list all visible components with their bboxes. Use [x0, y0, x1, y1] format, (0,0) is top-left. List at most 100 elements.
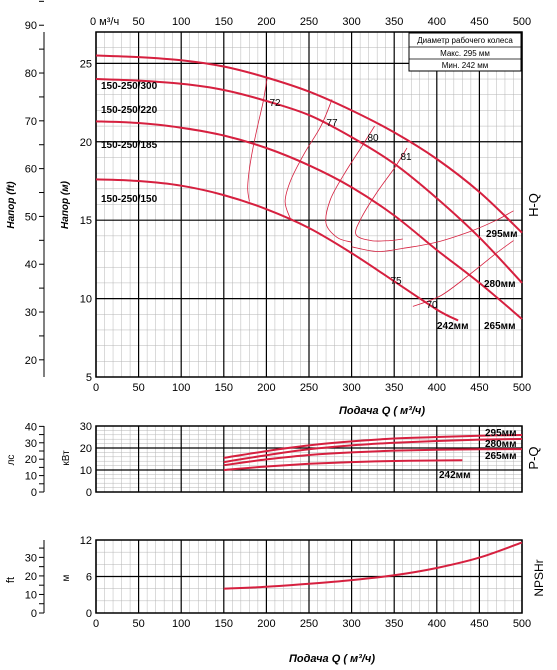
hp-axis-title: лс — [6, 455, 17, 466]
top-tick-label: 400 — [428, 16, 446, 28]
npsh-ft-tick-label: 20 — [25, 571, 37, 583]
hq-curve-295мм — [95, 54, 523, 234]
pq-y-tick-label: 10 — [80, 465, 92, 477]
npsh-ft-tick-label: 10 — [25, 589, 37, 601]
top-tick-label: 50 — [132, 16, 144, 28]
efficiency-layer — [247, 77, 514, 307]
hq-diameter-label: 242мм — [437, 321, 468, 332]
side-label-pq: P-Q — [526, 446, 541, 469]
x-axis-title: Подача Q ( м³/ч) — [339, 405, 425, 417]
pq-curve-295мм — [223, 434, 523, 459]
y-tick-label: 5 — [86, 372, 92, 384]
ft-tick-label: 80 — [25, 68, 37, 80]
diameter-max-label: Макс. 295 мм — [440, 49, 490, 58]
plot-frame — [95, 425, 523, 493]
top-axis-label: 0 м³/ч — [90, 16, 119, 28]
curve-model-label: 150-250/150 — [101, 194, 158, 205]
npsh-y-tick-label: 12 — [80, 535, 92, 547]
efficiency-curve-77 — [284, 99, 333, 219]
ft-tick-label: 20 — [25, 355, 37, 367]
top-tick-label: 200 — [257, 16, 275, 28]
efficiency-label: 75 — [390, 276, 402, 287]
diameter-min-label: Мин. 242 мм — [442, 61, 489, 70]
ft-tick-label: 90 — [25, 20, 37, 32]
x-tick-label: 100 — [172, 382, 190, 394]
curve-layer — [95, 54, 523, 590]
pq-curve-265мм — [223, 448, 523, 467]
npsh-ft-title: ft — [5, 577, 17, 583]
y-tick-label: 10 — [80, 294, 92, 306]
curve-model-label: 150-250/220 — [101, 105, 158, 116]
npsh-x-tick-label: 400 — [428, 618, 446, 630]
top-tick-label: 450 — [470, 16, 488, 28]
top-tick-label: 100 — [172, 16, 190, 28]
npsh-x-tick-label: 0 — [93, 618, 99, 630]
plot-frame — [95, 31, 523, 378]
x-tick-label: 450 — [470, 382, 488, 394]
hp-tick-label: 40 — [25, 421, 37, 433]
x-tick-label: 250 — [300, 382, 318, 394]
top-tick-label: 350 — [385, 16, 403, 28]
npsh-curve — [223, 541, 523, 590]
hq-curve-265мм — [95, 120, 523, 320]
npsh-ft-tick-label: 0 — [31, 608, 37, 620]
hq-diameter-label: 265мм — [484, 321, 515, 332]
top-tick-label: 500 — [513, 16, 531, 28]
curve-model-label: 150-250/185 — [101, 140, 158, 151]
pq-diameter-label: 295мм — [485, 428, 516, 439]
hq-curve-242мм — [95, 178, 459, 322]
npsh-x-tick-label: 350 — [385, 618, 403, 630]
ft-tick-label: 30 — [25, 307, 37, 319]
npsh-x-tick-label: 100 — [172, 618, 190, 630]
hq-diameter-label: 280мм — [484, 279, 515, 290]
ft-axis-title: Напор (ft) — [6, 181, 17, 229]
efficiency-label: 81 — [400, 152, 412, 163]
npsh-x-tick-label: 50 — [132, 618, 144, 630]
pq-curve-242мм — [223, 459, 463, 471]
side-label-npsh: NPSHr — [532, 559, 546, 596]
x-tick-label: 300 — [342, 382, 360, 394]
efficiency-curve-81 — [355, 147, 408, 242]
efficiency-label: 70 — [426, 300, 438, 311]
side-label-hq: H-Q — [526, 193, 541, 217]
npsh-x-tick-label: 150 — [215, 618, 233, 630]
x-tick-label: 400 — [428, 382, 446, 394]
pq-diameter-label: 265мм — [485, 451, 516, 462]
kw-axis-title: кВт — [61, 450, 72, 466]
efficiency-curve-80 — [325, 125, 375, 243]
npsh-x-tick-label: 200 — [257, 618, 275, 630]
hp-tick-label: 20 — [25, 454, 37, 466]
top-tick-label: 300 — [342, 16, 360, 28]
pq-curve-280мм — [223, 438, 523, 464]
curve-model-label: 150-250/300 — [101, 81, 158, 92]
top-tick-label: 250 — [300, 16, 318, 28]
ft-tick-label: 40 — [25, 259, 37, 271]
pq-y-tick-label: 0 — [86, 487, 92, 499]
npsh-x-tick-label: 450 — [470, 618, 488, 630]
efficiency-label: 80 — [367, 133, 379, 144]
ft-tick-label: 70 — [25, 116, 37, 128]
efficiency-curve-70 — [412, 240, 514, 307]
hp-tick-label: 30 — [25, 438, 37, 450]
efficiency-label: 72 — [269, 98, 281, 109]
top-tick-label: 150 — [215, 16, 233, 28]
hq-diameter-label: 295мм — [486, 229, 517, 240]
npsh-x-tick-label: 250 — [300, 618, 318, 630]
efficiency-curve-75 — [351, 210, 514, 252]
pq-diameter-label: 242мм — [439, 470, 470, 481]
y-tick-label: 25 — [80, 58, 92, 70]
x-tick-label: 150 — [215, 382, 233, 394]
npsh-y-tick-label: 6 — [86, 572, 92, 584]
x-tick-label: 350 — [385, 382, 403, 394]
grid-layer — [39, 0, 523, 614]
x-tick-label: 500 — [513, 382, 531, 394]
y-axis-title: Напор (м) — [60, 180, 71, 229]
npsh-m-title: м — [61, 574, 72, 581]
x-tick-label: 50 — [132, 382, 144, 394]
npsh-x-tick-label: 300 — [342, 618, 360, 630]
diameter-box-title: Диаметр рабочего колеса — [417, 36, 513, 45]
hq-curve-280мм — [95, 78, 523, 284]
npsh-x-axis-title: Подача Q ( м³/ч) — [289, 653, 375, 665]
y-tick-label: 20 — [80, 137, 92, 149]
